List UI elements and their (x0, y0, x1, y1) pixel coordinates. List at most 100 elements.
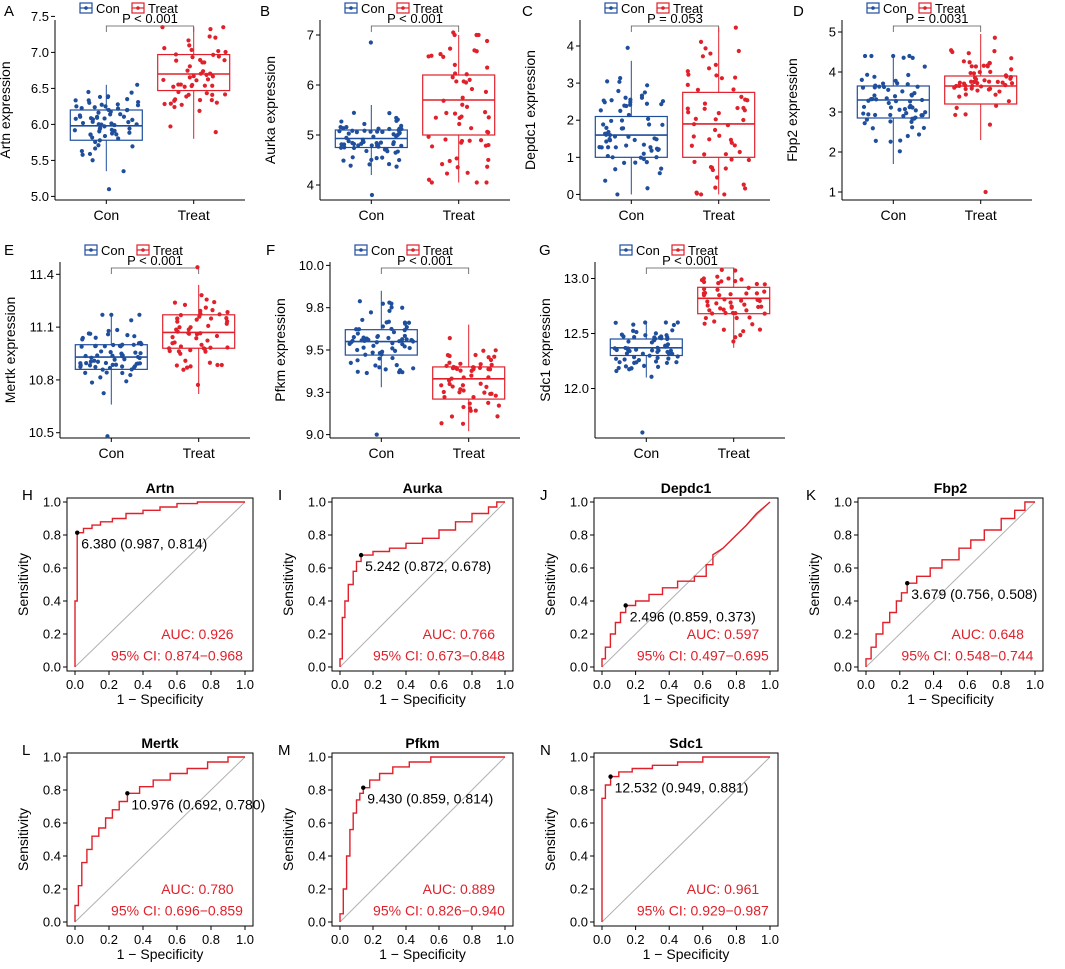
data-point (442, 394, 447, 400)
data-point (73, 116, 78, 121)
data-point (493, 348, 498, 353)
data-point (132, 365, 137, 370)
data-point (450, 366, 456, 371)
x-tick-label: 0.8 (463, 677, 481, 692)
y-tick-label: 0.8 (43, 783, 61, 798)
data-point (184, 365, 190, 370)
data-point (109, 312, 114, 317)
data-point-outlier (105, 434, 110, 439)
data-point (739, 94, 744, 99)
data-point (486, 355, 491, 360)
data-point (971, 71, 977, 76)
data-point (80, 120, 86, 126)
data-point (350, 128, 355, 133)
data-point (189, 47, 194, 53)
x-tick-label: 0.6 (168, 677, 186, 692)
roc-panel-l: L Mertk 0.0 0.0 0.2 0.2 0.4 0.4 0.6 0.6 0.8 0.8 1.0 1… (15, 735, 265, 962)
data-point (93, 343, 98, 349)
cutoff-point (608, 774, 613, 779)
data-point (663, 320, 668, 325)
data-point (73, 98, 78, 103)
data-point (222, 92, 228, 97)
data-point (907, 99, 913, 104)
data-point (626, 134, 631, 139)
ci-label: 95% CI: 0.929−0.987 (637, 902, 769, 918)
data-point (922, 64, 927, 69)
p-value-label: P < 0.001 (662, 253, 718, 268)
data-point (737, 149, 742, 155)
roc-panel-n: N Sdc1 0.0 0.0 0.2 0.2 0.4 0.4 0.6 0.6 0.8 0.8 1.0 1.… (540, 735, 779, 962)
data-point (633, 160, 638, 165)
plot-frame (593, 497, 779, 672)
data-point-outlier (625, 45, 630, 50)
panel-label: F (266, 242, 275, 259)
data-point (675, 354, 680, 359)
data-point (212, 299, 217, 305)
data-point (347, 341, 352, 347)
data-point (613, 145, 618, 150)
data-point (484, 384, 489, 389)
data-point (88, 132, 93, 137)
x-tick-label: 0.2 (100, 932, 118, 947)
y-axis-label: Sensitivity (280, 553, 296, 616)
data-point (734, 315, 739, 321)
cutoff-label: 12.532 (0.949, 0.881) (615, 780, 749, 796)
data-point (706, 66, 712, 71)
y-tick-label: 11.4 (30, 267, 54, 282)
data-point (137, 312, 142, 317)
y-tick-label: 0.8 (43, 528, 61, 543)
x-tick-label: 0.8 (463, 932, 481, 947)
data-point (224, 316, 229, 321)
x-tick-label: Treat (183, 445, 215, 461)
data-point (188, 348, 193, 353)
data-point (1009, 56, 1014, 61)
data-point (106, 328, 111, 334)
legend-label-con: Con (101, 243, 125, 258)
data-point (904, 110, 909, 116)
diagonal-reference (865, 501, 1036, 668)
data-point (995, 79, 1000, 85)
data-point (110, 353, 115, 358)
data-point (449, 414, 455, 419)
data-point (496, 403, 501, 408)
data-point (492, 354, 497, 359)
data-point (190, 55, 195, 60)
data-point (647, 353, 652, 358)
data-point (457, 121, 462, 127)
y-tick-label: 5 (307, 128, 314, 143)
box-treat (944, 75, 1018, 105)
data-point (901, 55, 906, 60)
data-point (397, 368, 403, 373)
box-con (594, 115, 668, 158)
data-point (723, 152, 728, 157)
data-point (399, 143, 404, 148)
data-point (108, 350, 113, 355)
data-point (225, 345, 230, 350)
data-point (87, 151, 93, 157)
data-point (199, 293, 204, 298)
data-point (891, 53, 896, 59)
y-tick-label: 0.8 (308, 783, 326, 798)
y-tick-label: 0.2 (570, 627, 588, 642)
data-point (367, 162, 372, 167)
panel-label: N (540, 742, 551, 759)
data-point (963, 92, 968, 97)
data-point (897, 107, 902, 112)
y-axis-label: Artn expression (0, 61, 13, 158)
data-point (100, 367, 105, 372)
data-point (905, 82, 910, 87)
data-point (103, 104, 108, 109)
data-point (450, 384, 455, 389)
x-tick-label: Treat (453, 445, 485, 461)
panel-label: L (22, 742, 30, 759)
data-point (195, 382, 201, 387)
data-point (970, 83, 975, 89)
data-point (632, 335, 637, 340)
data-point (641, 363, 647, 368)
data-point (742, 108, 747, 113)
data-point (402, 321, 408, 326)
data-point (174, 58, 179, 63)
x-tick-label: 0.6 (694, 932, 712, 947)
y-tick-label: 0.6 (570, 561, 588, 576)
